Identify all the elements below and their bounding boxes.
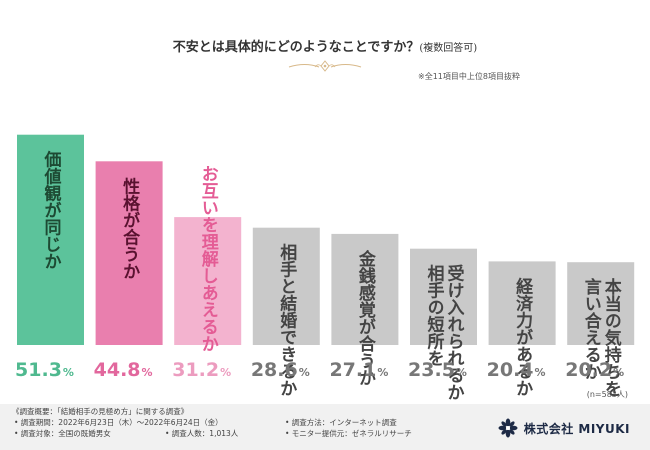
survey-count: • 調査人数：1,013人 [165,429,239,438]
bar-label: 経済力があるか [512,276,533,396]
chart-note: ※全11項目中上位8項目抜粋 [418,72,520,81]
bar-label: 金銭感覚が合うか [355,249,377,386]
bar-label: 性格が合うか [119,176,140,279]
bar [174,217,242,345]
bar-label: 相手と結婚できるか [276,243,297,397]
bar-label: 価値観が同じか [41,150,63,270]
bar-value: 28.6% [251,359,310,381]
bar-value: 31.2% [172,359,231,381]
bar-label: 相手の短所を [424,264,445,367]
survey-footer: 《調査概要：「結婚相手の見極め方」に関する調査》 • 調査期間：2022年6月2… [0,404,650,450]
bar-value: 27.1% [329,359,388,381]
survey-period: • 調査期間：2022年6月23日（木）～2022年6月24日（金） [14,418,223,427]
bar [410,248,477,345]
bar-value: 23.5% [408,359,467,381]
monitor-provider: • モニター提供元：ゼネラルリサーチ [285,429,412,438]
bar-value: 20.2% [565,359,624,381]
bar [95,161,163,345]
bar-value: 51.3% [15,359,74,381]
ornament-divider-icon [288,60,362,72]
bar-label: 受け入れられるか [444,264,465,401]
bar [567,262,635,345]
bar [488,261,556,345]
bar-label: お互いを理解しあえるか [198,165,219,352]
bar-label: 本当の気持ちを [601,277,623,397]
brand-name: 株式会社 MIYUKI [523,421,630,436]
bar-value: 20.4% [487,359,546,381]
bar-label: 言い合えるか [581,277,602,380]
survey-method: • 調査方法：インターネット調査 [285,418,397,427]
chart-subtitle: (複数回答可) [419,43,478,54]
sample-size: (n=583人) [586,390,628,399]
miyuki-flower-logo-icon [498,418,518,438]
survey-outline: 《調査概要：「結婚相手の見極め方」に関する調査》 [12,407,189,416]
bar-value: 44.8% [94,359,153,381]
brand: 株式会社 MIYUKI [498,418,630,438]
survey-target: • 調査対象：全国の既婚男女 [14,429,111,438]
chart-title: 不安とは具体的にどのようなことですか？(複数回答可) [0,36,650,55]
chart-title-main: 不安とは具体的にどのようなことですか？ [172,40,420,55]
bar [331,233,399,345]
bar [17,134,84,345]
bar [252,227,320,345]
